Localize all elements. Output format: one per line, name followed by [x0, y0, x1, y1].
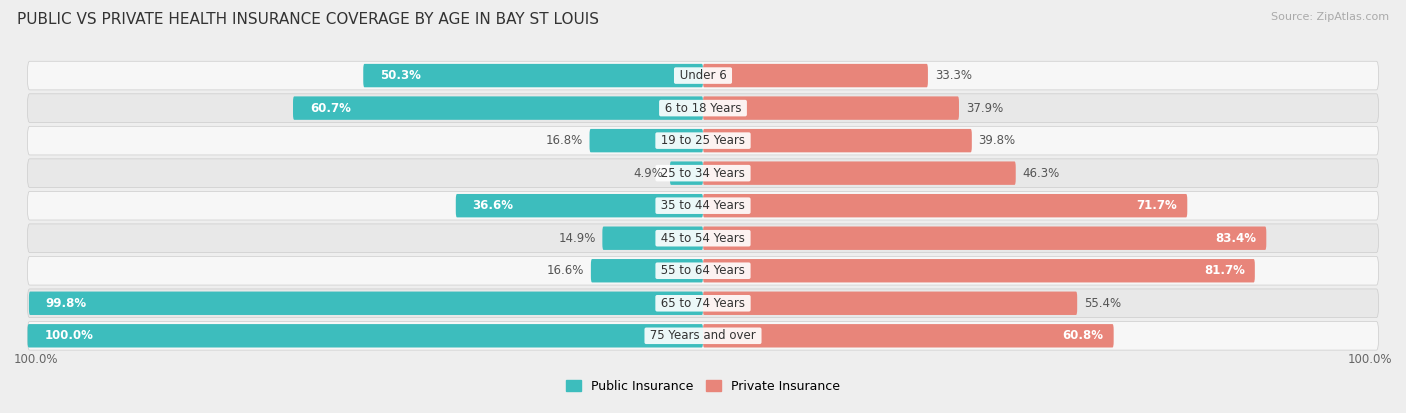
FancyBboxPatch shape [703, 292, 1077, 315]
FancyBboxPatch shape [703, 226, 1267, 250]
Text: 45 to 54 Years: 45 to 54 Years [657, 232, 749, 245]
Text: PUBLIC VS PRIVATE HEALTH INSURANCE COVERAGE BY AGE IN BAY ST LOUIS: PUBLIC VS PRIVATE HEALTH INSURANCE COVER… [17, 12, 599, 27]
Legend: Public Insurance, Private Insurance: Public Insurance, Private Insurance [561, 375, 845, 398]
FancyBboxPatch shape [292, 96, 703, 120]
FancyBboxPatch shape [28, 321, 1378, 350]
FancyBboxPatch shape [30, 292, 703, 315]
FancyBboxPatch shape [669, 161, 703, 185]
Text: 55 to 64 Years: 55 to 64 Years [657, 264, 749, 277]
FancyBboxPatch shape [28, 224, 1378, 252]
Text: 75 Years and over: 75 Years and over [647, 329, 759, 342]
FancyBboxPatch shape [703, 129, 972, 152]
FancyBboxPatch shape [589, 129, 703, 152]
Text: 4.9%: 4.9% [633, 167, 664, 180]
Text: 100.0%: 100.0% [1347, 353, 1392, 366]
Text: 60.7%: 60.7% [309, 102, 350, 115]
FancyBboxPatch shape [363, 64, 703, 87]
FancyBboxPatch shape [703, 64, 928, 87]
FancyBboxPatch shape [28, 324, 703, 347]
Text: 55.4%: 55.4% [1084, 297, 1121, 310]
Text: 71.7%: 71.7% [1136, 199, 1177, 212]
Text: 37.9%: 37.9% [966, 102, 1002, 115]
FancyBboxPatch shape [703, 194, 1187, 217]
FancyBboxPatch shape [28, 289, 1378, 318]
FancyBboxPatch shape [28, 126, 1378, 155]
Text: 99.8%: 99.8% [46, 297, 87, 310]
FancyBboxPatch shape [703, 259, 1254, 282]
Text: 14.9%: 14.9% [558, 232, 596, 245]
Text: 60.8%: 60.8% [1063, 329, 1104, 342]
Text: 33.3%: 33.3% [935, 69, 972, 82]
Text: 81.7%: 81.7% [1204, 264, 1244, 277]
FancyBboxPatch shape [28, 159, 1378, 188]
Text: 35 to 44 Years: 35 to 44 Years [657, 199, 749, 212]
FancyBboxPatch shape [591, 259, 703, 282]
FancyBboxPatch shape [28, 191, 1378, 220]
FancyBboxPatch shape [28, 94, 1378, 122]
Text: 50.3%: 50.3% [380, 69, 420, 82]
Text: 100.0%: 100.0% [45, 329, 93, 342]
Text: 16.6%: 16.6% [547, 264, 583, 277]
FancyBboxPatch shape [456, 194, 703, 217]
FancyBboxPatch shape [703, 161, 1015, 185]
Text: 100.0%: 100.0% [14, 353, 59, 366]
FancyBboxPatch shape [703, 324, 1114, 347]
Text: Source: ZipAtlas.com: Source: ZipAtlas.com [1271, 12, 1389, 22]
FancyBboxPatch shape [703, 96, 959, 120]
Text: 46.3%: 46.3% [1022, 167, 1060, 180]
Text: 39.8%: 39.8% [979, 134, 1015, 147]
Text: 65 to 74 Years: 65 to 74 Years [657, 297, 749, 310]
Text: 83.4%: 83.4% [1215, 232, 1256, 245]
Text: 16.8%: 16.8% [546, 134, 582, 147]
Text: 19 to 25 Years: 19 to 25 Years [657, 134, 749, 147]
Text: 25 to 34 Years: 25 to 34 Years [657, 167, 749, 180]
FancyBboxPatch shape [602, 226, 703, 250]
Text: 36.6%: 36.6% [472, 199, 513, 212]
Text: Under 6: Under 6 [676, 69, 730, 82]
FancyBboxPatch shape [28, 256, 1378, 285]
Text: 6 to 18 Years: 6 to 18 Years [661, 102, 745, 115]
FancyBboxPatch shape [28, 61, 1378, 90]
